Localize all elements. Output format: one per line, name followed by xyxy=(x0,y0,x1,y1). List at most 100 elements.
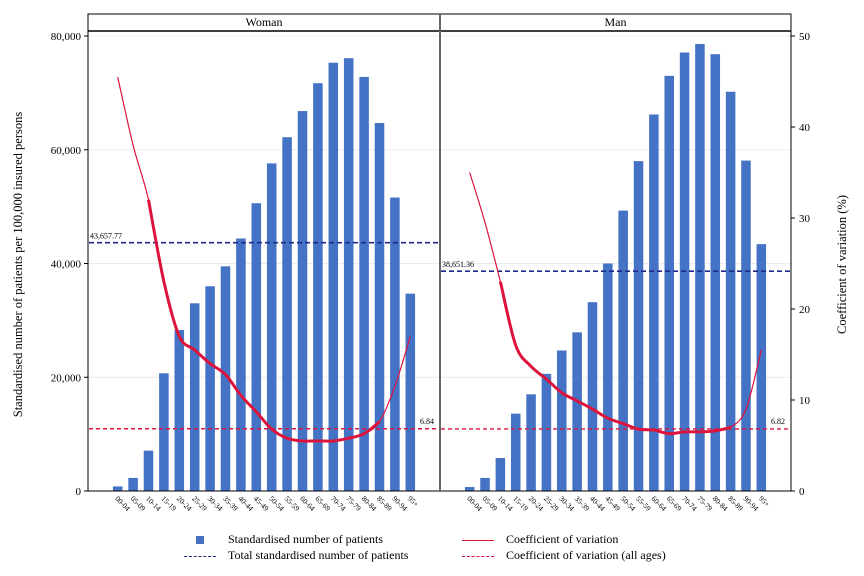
bar xyxy=(557,350,567,491)
bar xyxy=(328,62,339,491)
bar xyxy=(495,458,506,491)
cv-all-label: 6.82 xyxy=(771,417,785,426)
bar xyxy=(725,91,736,492)
bar xyxy=(313,83,323,492)
x-tick-label: 80-84 xyxy=(360,494,379,513)
y2-axis-title: Coefficient of variation (%) xyxy=(835,195,849,334)
legend-label-cv: Coefficient of variation xyxy=(506,532,619,546)
legend-item-cv-all: Coefficient of variation (all ages) xyxy=(458,548,666,563)
bar xyxy=(128,477,138,491)
bar xyxy=(741,160,751,491)
x-tick-label: 45-49 xyxy=(603,494,622,513)
x-tick-label: 60-64 xyxy=(298,494,317,513)
bar xyxy=(587,302,598,491)
legend: Standardised number of patients Coeffici… xyxy=(0,530,864,570)
y-tick-label: 60,000 xyxy=(51,145,82,157)
x-tick-label: 15-19 xyxy=(511,494,530,513)
legend-item-total: Total standardised number of patients xyxy=(180,548,408,563)
x-tick-label: 80-84 xyxy=(711,494,730,513)
x-tick-label: 85-89 xyxy=(726,494,745,513)
y-tick-label: 80,000 xyxy=(51,31,82,43)
bar xyxy=(405,293,416,491)
bar xyxy=(282,137,292,492)
y2-tick-label: 50 xyxy=(799,31,811,43)
bar xyxy=(236,238,246,491)
bar xyxy=(480,477,490,491)
y2-tick-label: 20 xyxy=(799,304,811,316)
bar xyxy=(756,244,767,491)
bar xyxy=(174,330,185,491)
x-tick-label: 75-79 xyxy=(344,494,363,513)
bar xyxy=(343,58,354,492)
bar xyxy=(297,111,308,491)
x-tick-label: 30-34 xyxy=(206,494,225,513)
y-axis-title: Standardised number of patients per 100,… xyxy=(11,112,25,418)
bar xyxy=(603,263,613,491)
x-tick-label: 10-14 xyxy=(144,494,163,513)
bar xyxy=(189,303,200,491)
legend-item-cv: Coefficient of variation xyxy=(458,532,618,547)
bar xyxy=(205,286,215,491)
x-tick-label: 50-54 xyxy=(619,494,638,513)
x-tick-label: 45-49 xyxy=(252,494,271,513)
x-tick-label: 05-09 xyxy=(129,494,148,513)
bar xyxy=(143,450,154,491)
x-tick-label: 50-54 xyxy=(267,494,286,513)
x-tick-label: 70-74 xyxy=(680,494,699,513)
x-tick-label: 35-39 xyxy=(221,494,240,513)
y-tick-label: 0 xyxy=(76,486,82,498)
bar xyxy=(664,75,674,491)
x-tick-label: 25-29 xyxy=(190,494,209,513)
x-tick-label: 30-34 xyxy=(557,494,576,513)
total-label: 43,657.77 xyxy=(90,232,122,241)
x-tick-label: 25-29 xyxy=(542,494,561,513)
panel-title: Man xyxy=(605,15,627,29)
bar xyxy=(159,373,169,491)
bar xyxy=(390,197,400,491)
legend-label-cv-all: Coefficient of variation (all ages) xyxy=(506,548,666,562)
cv-line-bold xyxy=(147,199,381,443)
x-tick-label: 20-24 xyxy=(527,494,546,513)
bar xyxy=(572,332,582,491)
y2-tick-label: 30 xyxy=(799,213,811,225)
x-tick-label: 70-74 xyxy=(329,494,348,513)
bar xyxy=(359,76,369,491)
x-tick-label: 10-14 xyxy=(496,494,515,513)
cv-line-bold xyxy=(498,281,731,436)
panel-title: Woman xyxy=(245,15,282,29)
bar xyxy=(649,114,659,492)
bar xyxy=(510,413,521,491)
legend-dash-blue-symbol xyxy=(180,550,220,562)
bar xyxy=(220,266,231,491)
bar xyxy=(251,203,262,491)
y2-tick-label: 10 xyxy=(799,395,811,407)
y2-tick-label: 40 xyxy=(799,122,811,134)
x-tick-label: 55-59 xyxy=(634,494,653,513)
x-tick-label: 15-19 xyxy=(159,494,178,513)
x-tick-label: 00-04 xyxy=(465,494,484,513)
x-tick-label: 90-94 xyxy=(742,494,761,513)
bar xyxy=(633,161,644,491)
x-tick-label: 60-64 xyxy=(649,494,668,513)
bar xyxy=(464,487,475,491)
axes: 0 20,000 40,000 60,000 80,000 0 10 20 30 40 50 Stan… xyxy=(11,13,849,498)
bar xyxy=(526,394,536,491)
bar xyxy=(266,163,277,491)
legend-label-bars: Standardised number of patients xyxy=(228,532,383,546)
x-tick-label: 40-44 xyxy=(588,494,607,513)
x-tick-label: 90-94 xyxy=(390,494,409,513)
x-tick-label: 05-09 xyxy=(481,494,500,513)
x-tick-label: 65-69 xyxy=(665,494,684,513)
legend-bar-symbol xyxy=(180,534,220,546)
y-tick-label: 20,000 xyxy=(51,372,82,384)
legend-solid-line-symbol xyxy=(458,534,498,546)
bar xyxy=(618,210,628,491)
x-tick-label: 35-39 xyxy=(573,494,592,513)
bar xyxy=(695,43,705,492)
x-tick-label: 00-04 xyxy=(113,494,132,513)
total-label: 38,651.36 xyxy=(442,260,474,269)
x-tick-label: 55-59 xyxy=(283,494,302,513)
bar xyxy=(541,373,552,491)
x-tick-label: 65-69 xyxy=(313,494,332,513)
